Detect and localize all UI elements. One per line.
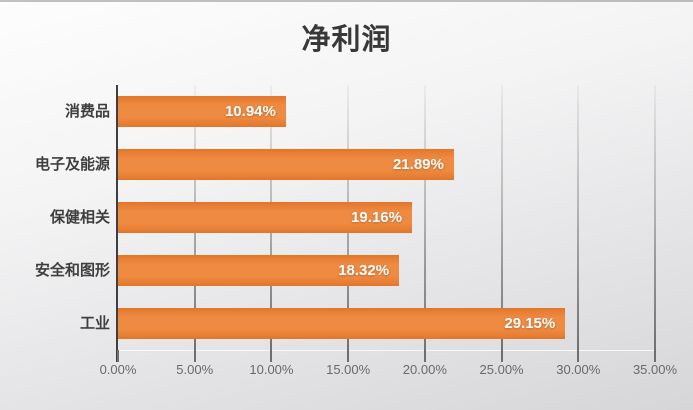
bar: 21.89% <box>118 149 454 180</box>
bar: 10.94% <box>118 96 286 127</box>
x-axis-tick-label: 30.00% <box>556 362 601 377</box>
x-axis-tick-label: 20.00% <box>402 362 447 377</box>
x-tick-mark <box>270 350 273 362</box>
x-tick-mark <box>500 350 503 362</box>
gridline <box>500 85 503 350</box>
category-axis-label: 电子及能源 <box>34 156 110 173</box>
y-axis-line <box>116 85 118 362</box>
x-axis-tick-label: 10.00% <box>249 362 294 377</box>
gridline <box>654 85 656 350</box>
x-axis-tick-label: 25.00% <box>479 362 524 377</box>
chart-title: 净利润 <box>301 24 392 56</box>
x-tick-mark <box>347 350 350 362</box>
bar-data-label: 29.15% <box>504 315 556 332</box>
bar-data-label: 10.94% <box>224 103 276 120</box>
x-axis-tick-label: 15.00% <box>326 362 371 377</box>
x-tick-mark <box>423 350 426 362</box>
bar-data-label: 19.16% <box>351 209 402 226</box>
category-axis-label: 安全和图形 <box>34 262 110 279</box>
x-tick-mark <box>117 350 119 362</box>
category-axis-label: 工业 <box>79 315 110 332</box>
bar-data-label: 18.32% <box>338 262 390 279</box>
x-axis-tick-label: 5.00% <box>176 362 214 377</box>
bar: 29.15% <box>118 308 566 339</box>
plot-area: 10.94% 21.89% 19.16% 18.32% 29.15% <box>116 85 656 362</box>
category-axis-label: 保健相关 <box>49 209 110 226</box>
x-tick-mark <box>577 350 580 362</box>
bar-data-label: 21.89% <box>392 156 444 173</box>
gridline <box>577 85 580 350</box>
bar: 18.32% <box>118 255 400 286</box>
x-tick-mark <box>654 350 656 362</box>
bar: 19.16% <box>118 202 412 233</box>
x-axis-tick-label: 35.00% <box>632 362 678 377</box>
x-axis-tick-label: 0.00% <box>99 362 137 377</box>
gridline <box>423 85 426 350</box>
category-axis-label: 消费品 <box>64 103 110 120</box>
x-tick-mark <box>193 350 196 362</box>
